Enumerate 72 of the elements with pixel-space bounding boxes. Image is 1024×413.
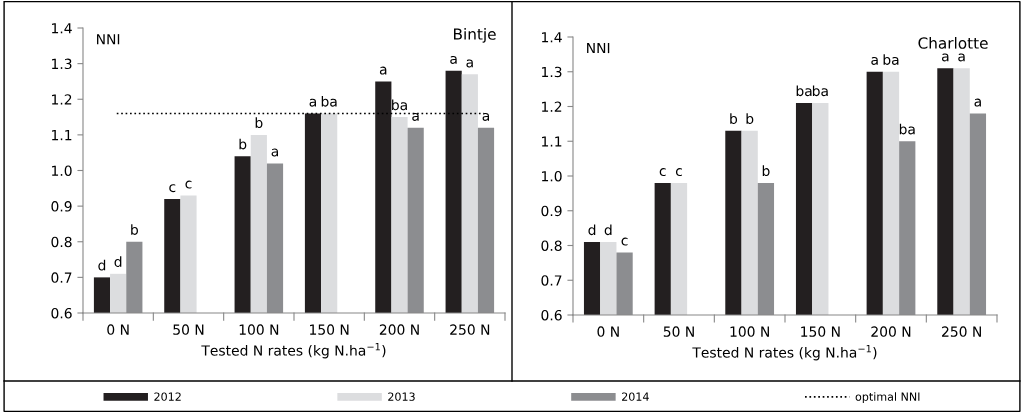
x-tick-label: 0 N [107,324,129,335]
x-axis-title: Tested N rates (kg N.ha$^{−1}$) [692,345,877,361]
y-tick-label: 1.1 [52,130,72,141]
legend-label: 2014 [622,392,649,401]
y-tick-label: 1.4 [542,32,562,43]
data-label: a [941,53,949,62]
legend-label: optimal NNI [855,392,920,403]
x-tick-label: 250 N [450,324,490,335]
data-label: b [255,117,263,129]
data-label: d [588,224,596,236]
y-tick-label: 1.1 [542,136,562,147]
data-label: b [762,165,770,177]
data-label: ba [883,54,899,65]
y-axis-title: NNI [587,42,610,54]
x-tick-label: 150 N [801,326,840,337]
data-label: d [604,224,612,236]
y-tick-label: 1.4 [52,23,72,34]
x-tick-label: 200 N [871,326,911,337]
data-label: ba [899,123,915,135]
x-tick-label: 50 N [173,324,204,335]
data-label: a [379,66,387,75]
data-label: ba [392,99,407,111]
data-label: b [239,138,247,150]
chart-title: Bintje [454,28,496,43]
data-label: b [131,224,138,235]
data-label: d [98,259,106,271]
data-label: a [271,148,278,157]
data-label: a [466,59,473,68]
y-tick-label: 0.8 [51,236,72,248]
chart-title: Charlotte [918,37,988,49]
data-label: c [659,168,666,177]
y-tick-label: 1.2 [52,94,72,105]
data-label: a [974,98,981,107]
y-tick-label: 1.0 [542,170,562,182]
data-label: ba [321,95,337,107]
legend-label: 2012 [154,392,181,401]
data-label: c [675,168,682,177]
data-label: a [958,53,965,62]
x-tick-label: 100 N [239,324,279,335]
data-label: b [746,113,754,124]
x-tick-label: 0 N [597,326,619,337]
data-label: a [309,98,316,107]
data-label: ba [796,85,812,97]
x-tick-label: 50 N [663,326,694,337]
y-tick-label: 0.7 [51,272,72,283]
y-tick-label: 0.6 [51,307,72,319]
data-label: d [114,256,122,267]
x-tick-label: 150 N [310,324,349,335]
y-tick-label: 0.9 [51,201,72,212]
y-tick-label: 0.9 [541,205,562,217]
x-axis-title: Tested N rates (kg N.ha$^{−1}$) [201,343,386,359]
x-tick-label: 200 N [379,324,419,335]
y-tick-label: 0.7 [541,275,562,286]
data-label: a [412,112,419,121]
data-label: ba [812,85,828,97]
data-label: a [482,112,489,121]
data-label: b [730,113,738,124]
y-tick-label: 1.3 [52,58,72,70]
data-label: a [450,55,457,64]
y-tick-label: 1.0 [52,165,72,176]
legend-label: 2013 [388,392,415,401]
data-label: a [871,56,878,65]
data-label: c [185,180,192,189]
y-tick-label: 0.6 [541,309,562,321]
y-axis-title: NNI [97,34,120,45]
data-label: c [621,237,628,246]
x-tick-label: 100 N [730,326,769,337]
x-tick-label: 250 N [942,326,981,337]
y-tick-label: 1.3 [542,66,562,78]
data-label: c [169,184,176,193]
y-tick-label: 1.2 [542,101,562,112]
y-tick-label: 0.8 [541,240,562,251]
